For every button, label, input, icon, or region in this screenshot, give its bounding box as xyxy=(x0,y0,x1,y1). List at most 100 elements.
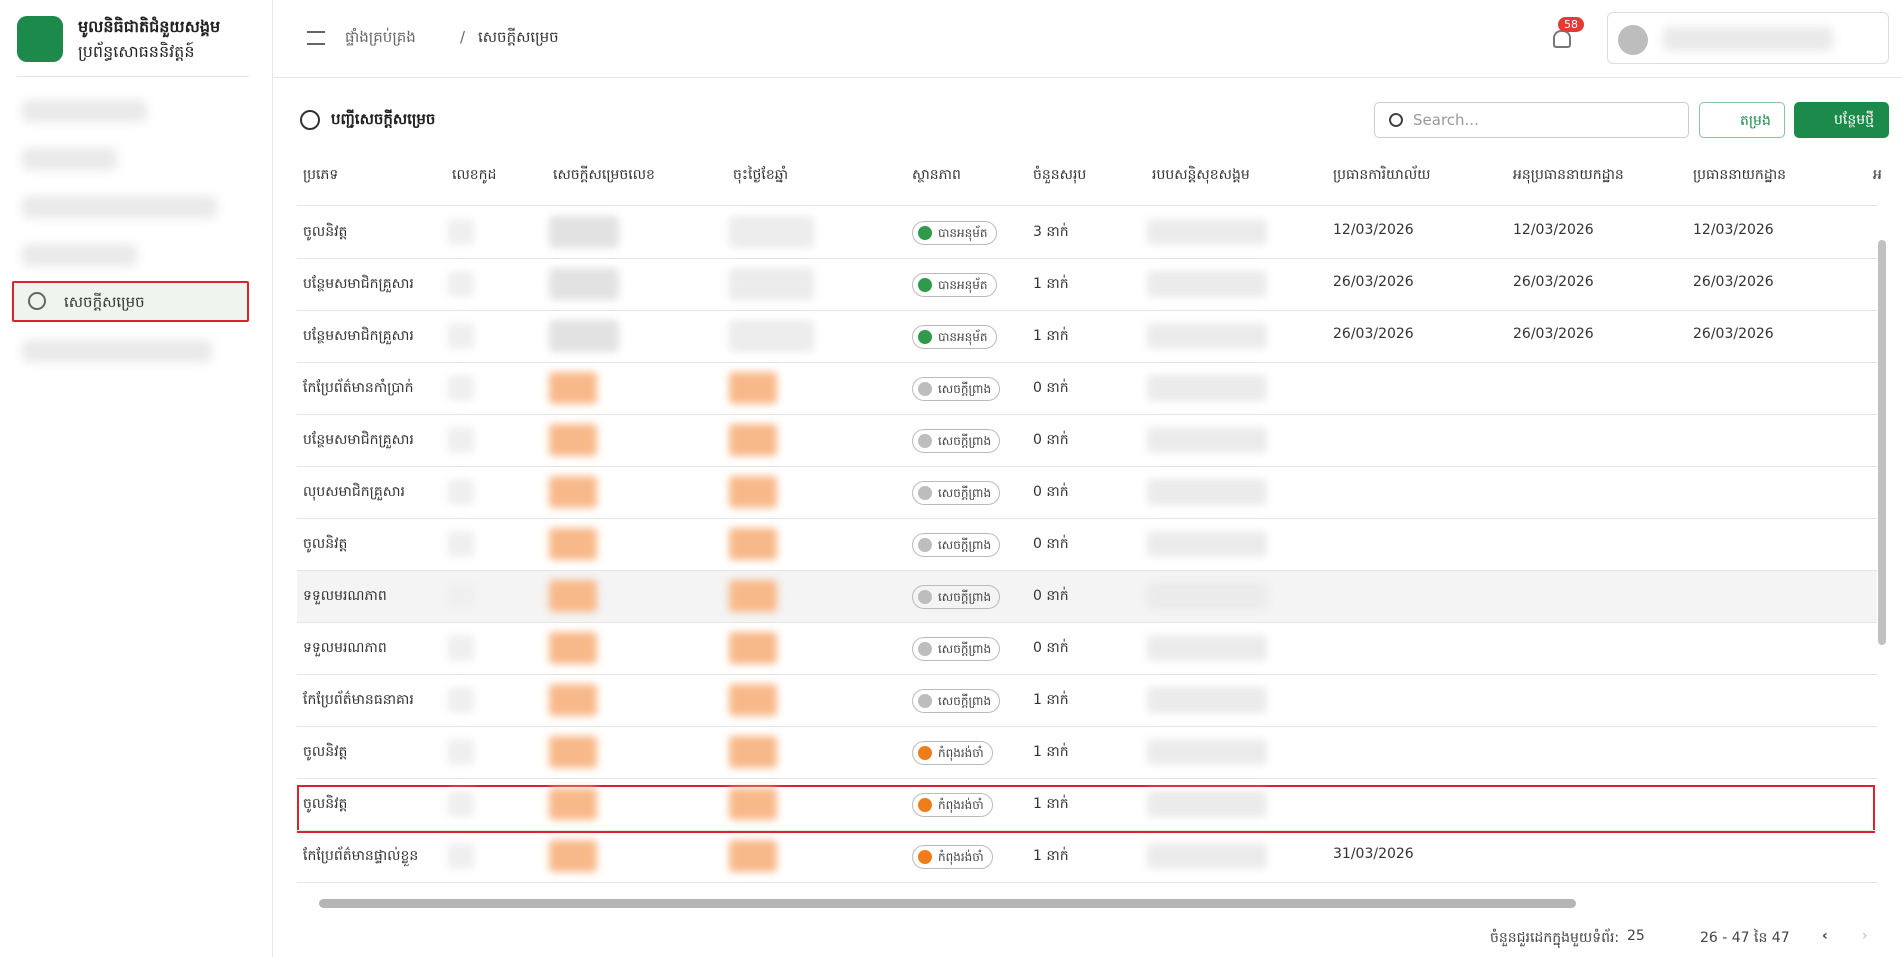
sidebar: មូលនិធិជាតិជំនួយសង្គម ប្រព័ន្ធសោធននិវត្ត… xyxy=(0,0,273,957)
cell-number-blurred xyxy=(549,528,597,560)
cell-date: 26/03/2026 xyxy=(1513,274,1594,290)
horizontal-scrollbar[interactable] xyxy=(319,899,1576,908)
cell-scheme-blurred xyxy=(1147,375,1267,401)
column-header: របបសន្តិសុខសង្គម xyxy=(1152,167,1250,183)
cell-code-blurred xyxy=(448,323,474,349)
status-icon xyxy=(918,746,932,760)
status-chip: សេចក្តីព្រាង xyxy=(912,481,1001,505)
cell-scheme-blurred xyxy=(1147,219,1267,245)
status-icon xyxy=(918,642,932,656)
column-header: លេខកូដ xyxy=(452,167,497,183)
status-chip: បានអនុម័ត xyxy=(912,325,997,349)
cell-number-blurred xyxy=(549,580,597,612)
breadcrumb-link[interactable]: ផ្ទាំងគ្រប់គ្រង xyxy=(345,28,416,46)
nav-item-blurred[interactable] xyxy=(22,100,147,122)
user-menu[interactable] xyxy=(1607,12,1889,64)
status-label: បានអនុម័ត xyxy=(938,330,988,344)
status-label: កំពុងរង់ចាំ xyxy=(938,798,984,812)
cell-type: កែប្រែព័ត៌មានកាំប្រាក់ xyxy=(303,380,414,396)
cell-count: 0 នាក់ xyxy=(1033,588,1069,604)
cell-scheme-blurred xyxy=(1147,427,1267,453)
row-divider xyxy=(297,622,1877,623)
status-icon xyxy=(918,330,932,344)
cell-number-blurred xyxy=(549,268,619,300)
column-header: ចុះថ្ងៃខែឆ្នាំ xyxy=(733,167,789,183)
cell-date-blurred xyxy=(729,476,777,508)
status-label: សេចក្តីព្រាង xyxy=(938,486,992,500)
filter-button[interactable]: តម្រង xyxy=(1699,102,1785,138)
cell-date: 31/03/2026 xyxy=(1333,846,1414,862)
vertical-scrollbar[interactable] xyxy=(1878,240,1886,645)
cell-number-blurred xyxy=(549,736,597,768)
cell-code-blurred xyxy=(448,635,474,661)
notification-bell[interactable] xyxy=(1553,30,1571,48)
cell-scheme-blurred xyxy=(1147,843,1267,869)
cell-number-blurred xyxy=(549,216,619,248)
cell-count: 1 នាក់ xyxy=(1033,796,1069,812)
nav-item-blurred[interactable] xyxy=(22,340,212,362)
cell-scheme-blurred xyxy=(1147,583,1267,609)
cell-date-blurred xyxy=(729,268,814,300)
nav-item-active[interactable]: សេចក្តីសម្រេច xyxy=(12,281,249,322)
cell-count: 0 នាក់ xyxy=(1033,432,1069,448)
cell-type: ទទួលមរណភាព xyxy=(303,588,387,604)
status-chip: សេចក្តីព្រាង xyxy=(912,689,1001,713)
cell-scheme-blurred xyxy=(1147,635,1267,661)
status-chip: សេចក្តីព្រាង xyxy=(912,585,1001,609)
status-label: បានអនុម័ត xyxy=(938,226,988,240)
status-icon xyxy=(918,850,932,864)
status-chip: សេចក្តីព្រាង xyxy=(912,429,1001,453)
cell-date-blurred xyxy=(729,736,777,768)
status-chip: សេចក្តីព្រាង xyxy=(912,377,1001,401)
nav-icon xyxy=(28,292,46,310)
row-divider xyxy=(297,258,1877,259)
cell-number-blurred xyxy=(549,320,619,352)
cell-count: 1 នាក់ xyxy=(1033,692,1069,708)
search-box[interactable]: Search... xyxy=(1374,102,1689,138)
search-icon xyxy=(1389,113,1403,127)
cell-type: ចូលនិវត្ត xyxy=(303,796,348,812)
cell-date: 12/03/2026 xyxy=(1693,222,1774,238)
cell-date: 12/03/2026 xyxy=(1513,222,1594,238)
cell-count: 1 នាក់ xyxy=(1033,848,1069,864)
cell-date-blurred xyxy=(729,580,777,612)
menu-toggle[interactable] xyxy=(307,31,325,45)
cell-number-blurred xyxy=(549,372,597,404)
cell-number-blurred xyxy=(549,840,597,872)
status-icon xyxy=(918,382,932,396)
cell-count: 0 នាក់ xyxy=(1033,536,1069,552)
cell-count: 1 នាក់ xyxy=(1033,328,1069,344)
cell-date-blurred xyxy=(729,372,777,404)
status-icon xyxy=(918,798,932,812)
cell-count: 0 នាក់ xyxy=(1033,640,1069,656)
nav-item-blurred[interactable] xyxy=(22,244,137,266)
cell-code-blurred xyxy=(448,219,474,245)
row-divider xyxy=(297,882,1877,883)
app-title: មូលនិធិជាតិជំនួយសង្គម xyxy=(78,17,221,36)
nav-item-blurred[interactable] xyxy=(22,196,217,218)
nav-item-blurred[interactable] xyxy=(22,148,117,170)
logo xyxy=(17,16,63,62)
status-chip: បានអនុម័ត xyxy=(912,273,997,297)
cell-scheme-blurred xyxy=(1147,323,1267,349)
add-button[interactable]: បន្ថែមថ្មី xyxy=(1794,102,1889,138)
cell-count: 0 នាក់ xyxy=(1033,380,1069,396)
cell-type: ចូលនិវត្ត xyxy=(303,744,348,760)
cell-code-blurred xyxy=(448,531,474,557)
header-divider xyxy=(297,205,1877,206)
status-icon xyxy=(918,694,932,708)
cell-number-blurred xyxy=(549,476,597,508)
page-range: 26 - 47 នៃ 47 xyxy=(1700,930,1790,946)
status-icon xyxy=(918,226,932,240)
prev-page[interactable]: ‹ xyxy=(1822,928,1828,944)
cell-type: ចូលនិវត្ត xyxy=(303,224,348,240)
row-divider xyxy=(297,518,1877,519)
next-page[interactable]: › xyxy=(1862,928,1868,944)
status-chip: កំពុងរង់ចាំ xyxy=(912,741,993,765)
status-label: បានអនុម័ត xyxy=(938,278,988,292)
cell-date-blurred xyxy=(729,528,777,560)
cell-date-blurred xyxy=(729,684,777,716)
cell-type: លុបសមាជិកគ្រួសារ xyxy=(303,484,405,500)
cell-code-blurred xyxy=(448,479,474,505)
rows-per-page-select[interactable]: 25 xyxy=(1627,928,1645,944)
